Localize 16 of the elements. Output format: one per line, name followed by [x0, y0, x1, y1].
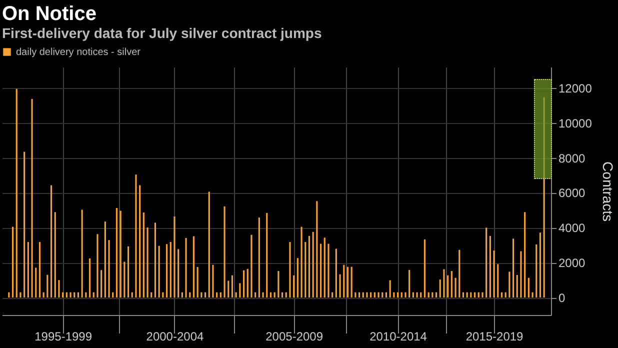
x-tick-label: 1995-1999 — [34, 330, 92, 344]
y-axis-title: Contracts — [600, 162, 616, 222]
y-tick-label: 2000 — [558, 256, 586, 270]
x-tick-label: 2005-2009 — [266, 330, 324, 344]
chart-title: On Notice — [2, 3, 96, 25]
y-tick-label: 6000 — [558, 186, 586, 200]
y-tick-label: 10000 — [558, 116, 592, 130]
y-tick-label: 12000 — [558, 81, 592, 96]
y-tick-label: 8000 — [558, 151, 586, 166]
chart-subtitle: First-delivery data for July silver contract jumps — [2, 25, 322, 41]
legend-label: daily delivery notices - silver — [16, 47, 142, 58]
y-tick-label: 0 — [558, 291, 566, 306]
x-tick-label: 2015-2019 — [466, 330, 524, 344]
x-tick-label: 2000-2004 — [146, 330, 204, 344]
y-tick-label: 4000 — [558, 221, 586, 236]
x-tick-label: 2010-2014 — [370, 330, 428, 344]
